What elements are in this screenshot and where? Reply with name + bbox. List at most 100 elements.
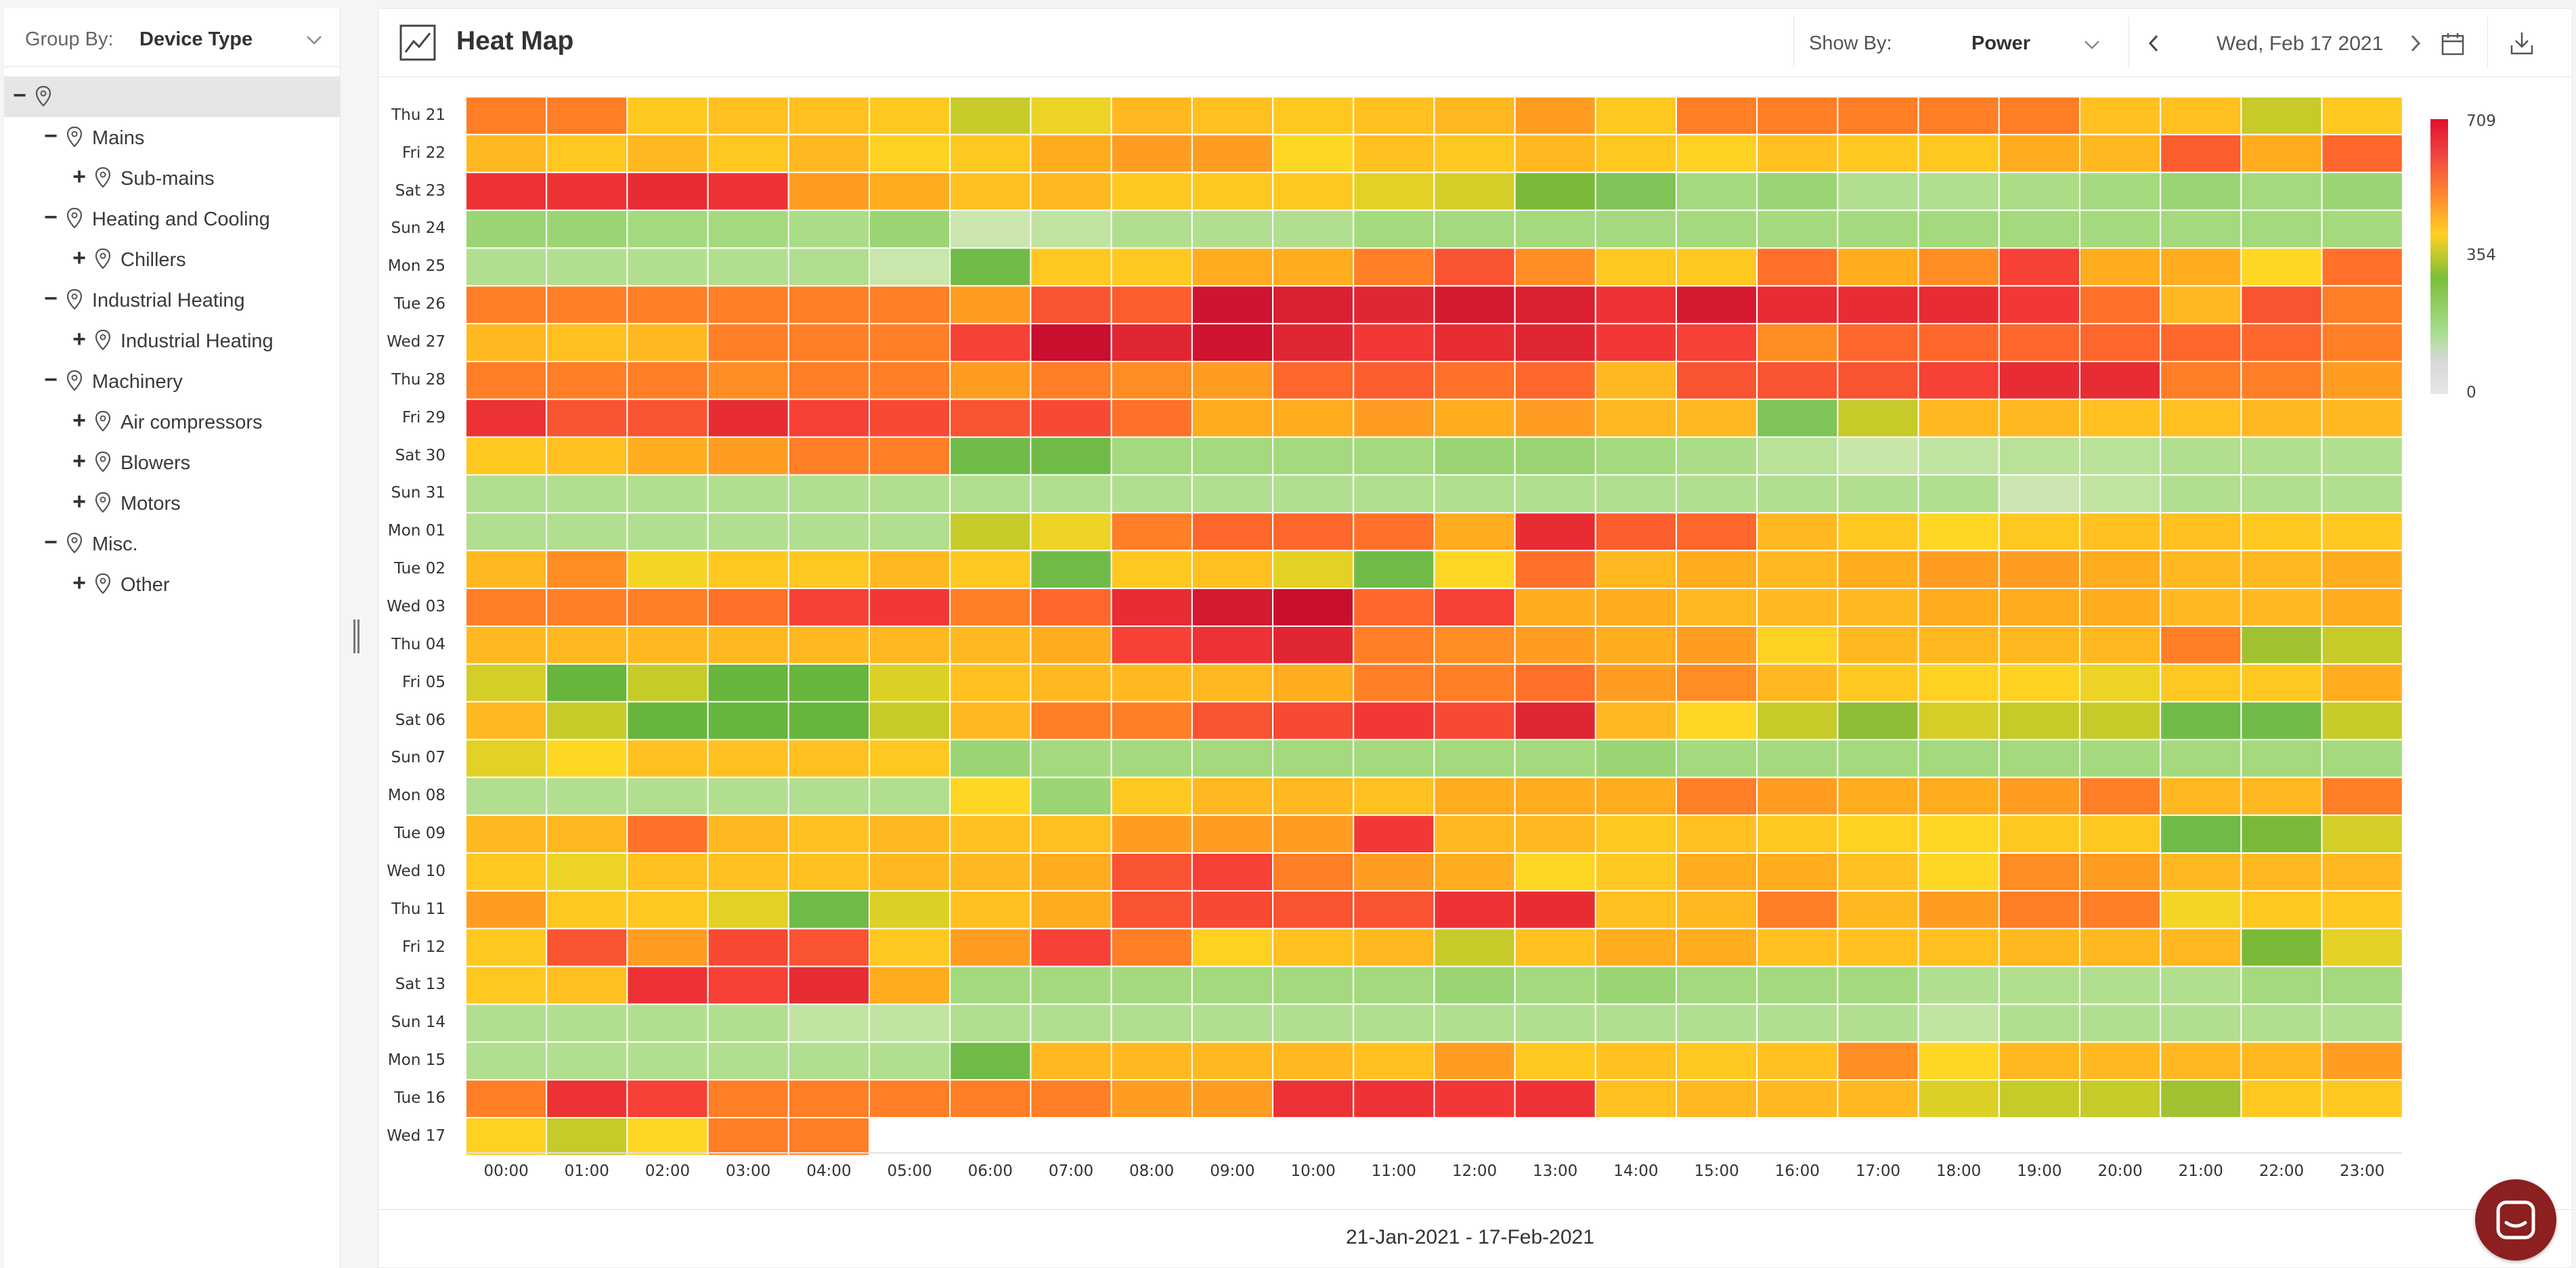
heatmap-cell[interactable] xyxy=(1837,1079,1919,1118)
heatmap-cell[interactable] xyxy=(1676,1041,1758,1081)
heatmap-cell[interactable] xyxy=(626,550,709,590)
heatmap-cell[interactable] xyxy=(2321,436,2403,476)
heatmap-cell[interactable] xyxy=(787,777,871,816)
heatmap-cell[interactable] xyxy=(1110,323,1193,363)
heatmap-cell[interactable] xyxy=(1030,96,1112,135)
heatmap-cell[interactable] xyxy=(1756,361,1839,400)
heatmap-cell[interactable] xyxy=(1514,739,1596,779)
heatmap-cell[interactable] xyxy=(465,323,548,363)
heatmap-cell[interactable] xyxy=(1272,663,1355,703)
heatmap-cell[interactable] xyxy=(1676,512,1758,552)
heatmap-cell[interactable] xyxy=(1676,133,1758,173)
heatmap-cell[interactable] xyxy=(707,1041,789,1081)
heatmap-cell[interactable] xyxy=(1594,361,1678,400)
heatmap-cell[interactable] xyxy=(2079,739,2162,779)
heatmap-cell[interactable] xyxy=(1676,588,1758,627)
heatmap-cell[interactable] xyxy=(1191,209,1274,249)
heatmap-cell[interactable] xyxy=(1353,1079,1435,1118)
heatmap-cell[interactable] xyxy=(1353,701,1435,741)
heatmap-cell[interactable] xyxy=(707,398,789,438)
heatmap-cell[interactable] xyxy=(546,323,628,363)
heatmap-cell[interactable] xyxy=(1514,777,1596,816)
heatmap-cell[interactable] xyxy=(1756,1003,1839,1043)
heatmap-cell[interactable] xyxy=(1272,512,1355,552)
heatmap-cell[interactable] xyxy=(1917,247,2000,287)
heatmap-cell[interactable] xyxy=(2160,133,2242,173)
heatmap-cell[interactable] xyxy=(1837,814,1919,854)
heatmap-cell[interactable] xyxy=(1030,247,1112,287)
heatmap-cell[interactable] xyxy=(787,474,871,514)
heatmap-cell[interactable] xyxy=(2160,209,2242,249)
collapse-icon[interactable]: − xyxy=(13,83,26,108)
heatmap-cell[interactable] xyxy=(2079,133,2162,173)
heatmap-cell[interactable] xyxy=(869,852,951,892)
heatmap-cell[interactable] xyxy=(465,625,548,665)
heatmap-cell[interactable] xyxy=(787,361,871,400)
heatmap-cell[interactable] xyxy=(1272,1079,1355,1118)
heatmap-cell[interactable] xyxy=(2240,171,2323,211)
heatmap-cell[interactable] xyxy=(1272,247,1355,287)
heatmap-cell[interactable] xyxy=(1837,1003,1919,1043)
heatmap-cell[interactable] xyxy=(626,852,709,892)
heatmap-cell[interactable] xyxy=(1837,398,1919,438)
heatmap-cell[interactable] xyxy=(1676,625,1758,665)
heatmap-cell[interactable] xyxy=(869,474,951,514)
heatmap-cell[interactable] xyxy=(1917,625,2000,665)
heatmap-cell[interactable] xyxy=(2321,285,2403,325)
heatmap-cell[interactable] xyxy=(869,1041,951,1081)
heatmap-cell[interactable] xyxy=(1433,474,1516,514)
heatmap-cell[interactable] xyxy=(1756,814,1839,854)
heatmap-cell[interactable] xyxy=(1030,588,1112,627)
heatmap-cell[interactable] xyxy=(2079,285,2162,325)
heatmap-cell[interactable] xyxy=(787,247,871,287)
heatmap-cell[interactable] xyxy=(2321,96,2403,135)
heatmap-cell[interactable] xyxy=(1272,474,1355,514)
heatmap-cell[interactable] xyxy=(1030,133,1112,173)
heatmap-cell[interactable] xyxy=(1110,625,1193,665)
heatmap-cell[interactable] xyxy=(1433,1041,1516,1081)
heatmap-cell[interactable] xyxy=(1353,588,1435,627)
heatmap-cell[interactable] xyxy=(1514,1079,1596,1118)
heatmap-cell[interactable] xyxy=(1917,663,2000,703)
heatmap-cell[interactable] xyxy=(546,1117,628,1156)
heatmap-cell[interactable] xyxy=(869,323,951,363)
heatmap-cell[interactable] xyxy=(787,625,871,665)
heatmap-cell[interactable] xyxy=(1676,852,1758,892)
heatmap-cell[interactable] xyxy=(1998,209,2081,249)
heatmap-cell[interactable] xyxy=(626,739,709,779)
chevron-down-icon[interactable] xyxy=(2083,36,2101,53)
heatmap-cell[interactable] xyxy=(1676,777,1758,816)
heatmap-cell[interactable] xyxy=(2160,171,2242,211)
heatmap-cell[interactable] xyxy=(546,852,628,892)
heatmap-cell[interactable] xyxy=(1998,285,2081,325)
heatmap-cell[interactable] xyxy=(787,663,871,703)
heatmap-cell[interactable] xyxy=(1433,550,1516,590)
heatmap-cell[interactable] xyxy=(1353,285,1435,325)
heatmap-cell[interactable] xyxy=(1676,701,1758,741)
heatmap-cell[interactable] xyxy=(626,436,709,476)
heatmap-cell[interactable] xyxy=(1110,701,1193,741)
heatmap-cell[interactable] xyxy=(1594,323,1678,363)
heatmap-cell[interactable] xyxy=(869,927,951,967)
heatmap-cell[interactable] xyxy=(1837,852,1919,892)
heatmap-cell[interactable] xyxy=(1030,1003,1112,1043)
heatmap-cell[interactable] xyxy=(2160,852,2242,892)
collapse-icon[interactable]: − xyxy=(44,367,58,393)
heatmap-cell[interactable] xyxy=(1998,588,2081,627)
heatmap-cell[interactable] xyxy=(1433,285,1516,325)
heatmap-cell[interactable] xyxy=(1433,965,1516,1005)
heatmap-cell[interactable] xyxy=(1110,814,1193,854)
heatmap-cell[interactable] xyxy=(787,588,871,627)
heatmap-cell[interactable] xyxy=(1030,927,1112,967)
heatmap-cell[interactable] xyxy=(1676,965,1758,1005)
tree-item[interactable]: − xyxy=(4,76,340,117)
heatmap-cell[interactable] xyxy=(869,625,951,665)
heatmap-cell[interactable] xyxy=(787,852,871,892)
heatmap-cell[interactable] xyxy=(2240,777,2323,816)
heatmap-cell[interactable] xyxy=(2160,285,2242,325)
heatmap-cell[interactable] xyxy=(1998,512,2081,552)
heatmap-cell[interactable] xyxy=(1030,965,1112,1005)
expand-icon[interactable]: + xyxy=(72,245,86,271)
heatmap-cell[interactable] xyxy=(1272,701,1355,741)
heatmap-cell[interactable] xyxy=(1110,1003,1193,1043)
